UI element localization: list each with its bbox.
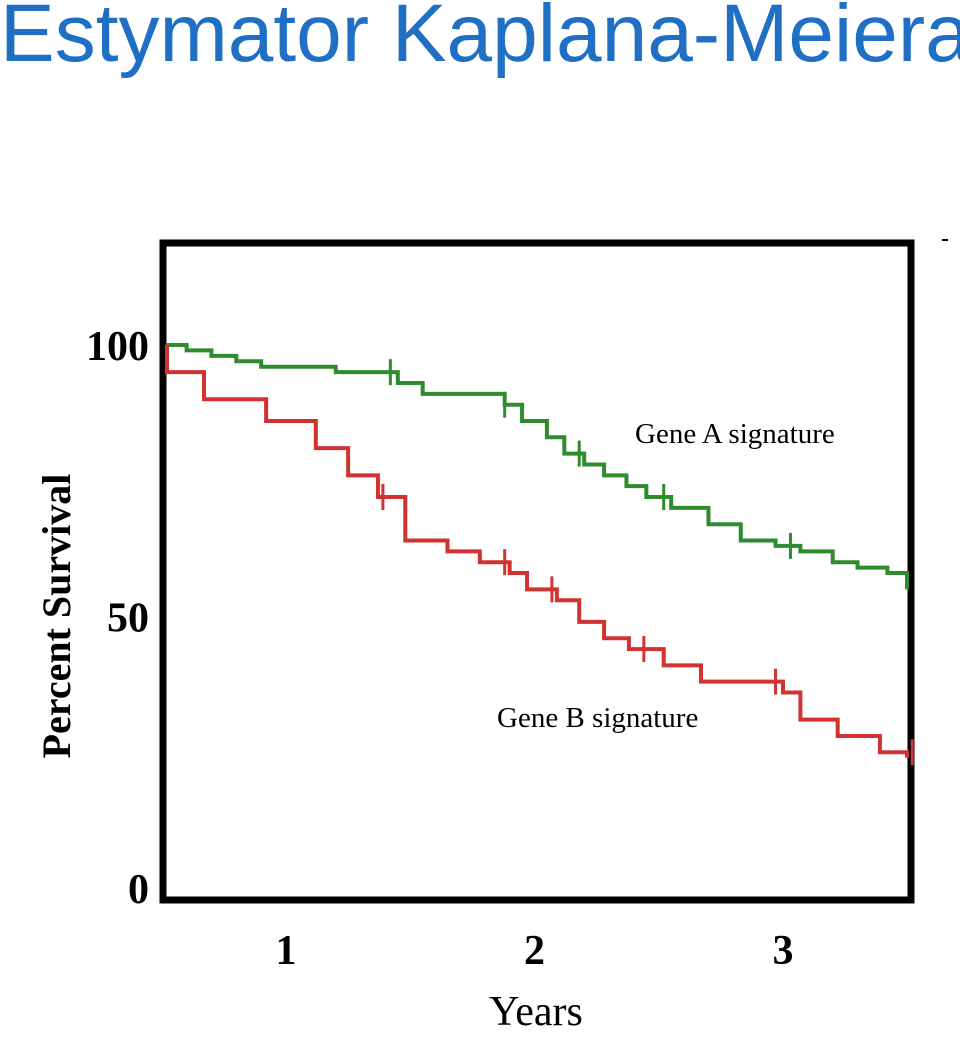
y-tick-label: 0 — [128, 867, 149, 913]
y-axis-label: Percent Survival — [34, 474, 79, 759]
x-tick-label: 3 — [773, 928, 794, 974]
x-tick-label: 2 — [524, 928, 545, 974]
x-tick-label: 1 — [276, 928, 297, 974]
series-line-gene-a — [167, 343, 909, 590]
series-line-gene-b — [165, 345, 909, 758]
plot-frame — [159, 239, 915, 904]
y-tick-label: 100 — [86, 324, 149, 370]
ticks-layer: 0 50 100 1 2 3 — [86, 324, 794, 974]
y-tick-label: 50 — [107, 596, 149, 642]
x-axis-label: Years — [489, 989, 583, 1035]
series-layer — [165, 343, 914, 766]
series-label-gene-a: Gene A signature — [635, 418, 835, 450]
slide-title: Estymator Kaplana-Meiera — [0, 0, 960, 79]
series-label-gene-b: Gene B signature — [497, 702, 698, 734]
